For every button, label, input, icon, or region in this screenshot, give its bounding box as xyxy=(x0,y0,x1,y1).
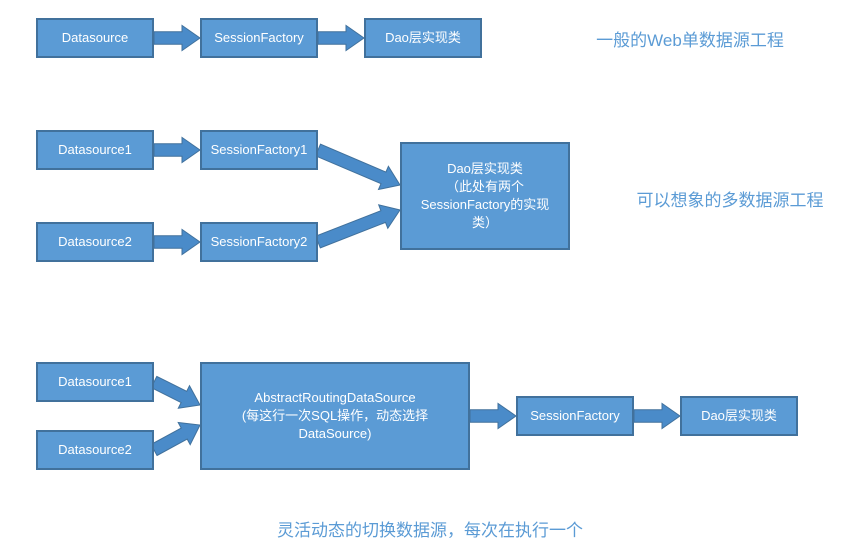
node-r2_ds1: Datasource1 xyxy=(36,130,154,170)
node-r3_ds1: Datasource1 xyxy=(36,362,154,402)
node-r3_ds2: Datasource2 xyxy=(36,430,154,470)
node-label: Dao层实现类 xyxy=(385,29,461,47)
arrow-r2_sf1-to-r2_dao xyxy=(316,144,401,189)
node-r1_ds: Datasource xyxy=(36,18,154,58)
arrow-r3_ds2-to-r3_ards xyxy=(151,423,200,456)
node-r3_ards: AbstractRoutingDataSource (每这行一次SQL操作，动态… xyxy=(200,362,470,470)
node-r2_ds2: Datasource2 xyxy=(36,222,154,262)
node-r2_sf2: SessionFactory2 xyxy=(200,222,318,262)
arrow-r3_ards-to-r3_sf xyxy=(470,403,516,428)
node-label: Dao层实现类 （此处有两个 SessionFactory的实现 类） xyxy=(421,160,550,233)
node-r2_dao: Dao层实现类 （此处有两个 SessionFactory的实现 类） xyxy=(400,142,570,250)
node-label: Datasource2 xyxy=(58,441,132,459)
node-label: SessionFactory2 xyxy=(211,233,308,251)
node-label: SessionFactory1 xyxy=(211,141,308,159)
node-r3_dao: Dao层实现类 xyxy=(680,396,798,436)
node-label: Datasource1 xyxy=(58,141,132,159)
caption-cap2: 可以想象的多数据源工程 xyxy=(610,186,850,211)
node-r2_sf1: SessionFactory1 xyxy=(200,130,318,170)
node-r1_dao: Dao层实现类 xyxy=(364,18,482,58)
arrow-r2_ds2-to-r2_sf2 xyxy=(154,229,200,254)
arrow-r2_ds1-to-r2_sf1 xyxy=(154,137,200,162)
node-label: Dao层实现类 xyxy=(701,407,777,425)
node-label: AbstractRoutingDataSource (每这行一次SQL操作，动态… xyxy=(242,389,428,444)
node-label: SessionFactory xyxy=(530,407,620,425)
arrow-r3_sf-to-r3_dao xyxy=(634,403,680,428)
arrow-r1_ds-to-r1_sf xyxy=(154,25,200,50)
node-label: SessionFactory xyxy=(214,29,304,47)
arrow-r3_ds1-to-r3_ards xyxy=(151,376,200,408)
node-label: Datasource2 xyxy=(58,233,132,251)
node-label: Datasource xyxy=(62,29,128,47)
caption-cap1: 一般的Web单数据源工程 xyxy=(540,26,840,51)
node-label: Datasource1 xyxy=(58,373,132,391)
arrow-r1_sf-to-r1_dao xyxy=(318,25,364,50)
node-r3_sf: SessionFactory xyxy=(516,396,634,436)
node-r1_sf: SessionFactory xyxy=(200,18,318,58)
arrow-r2_sf2-to-r2_dao xyxy=(316,205,400,248)
caption-cap3: 灵活动态的切换数据源，每次在执行一个 xyxy=(220,516,640,541)
